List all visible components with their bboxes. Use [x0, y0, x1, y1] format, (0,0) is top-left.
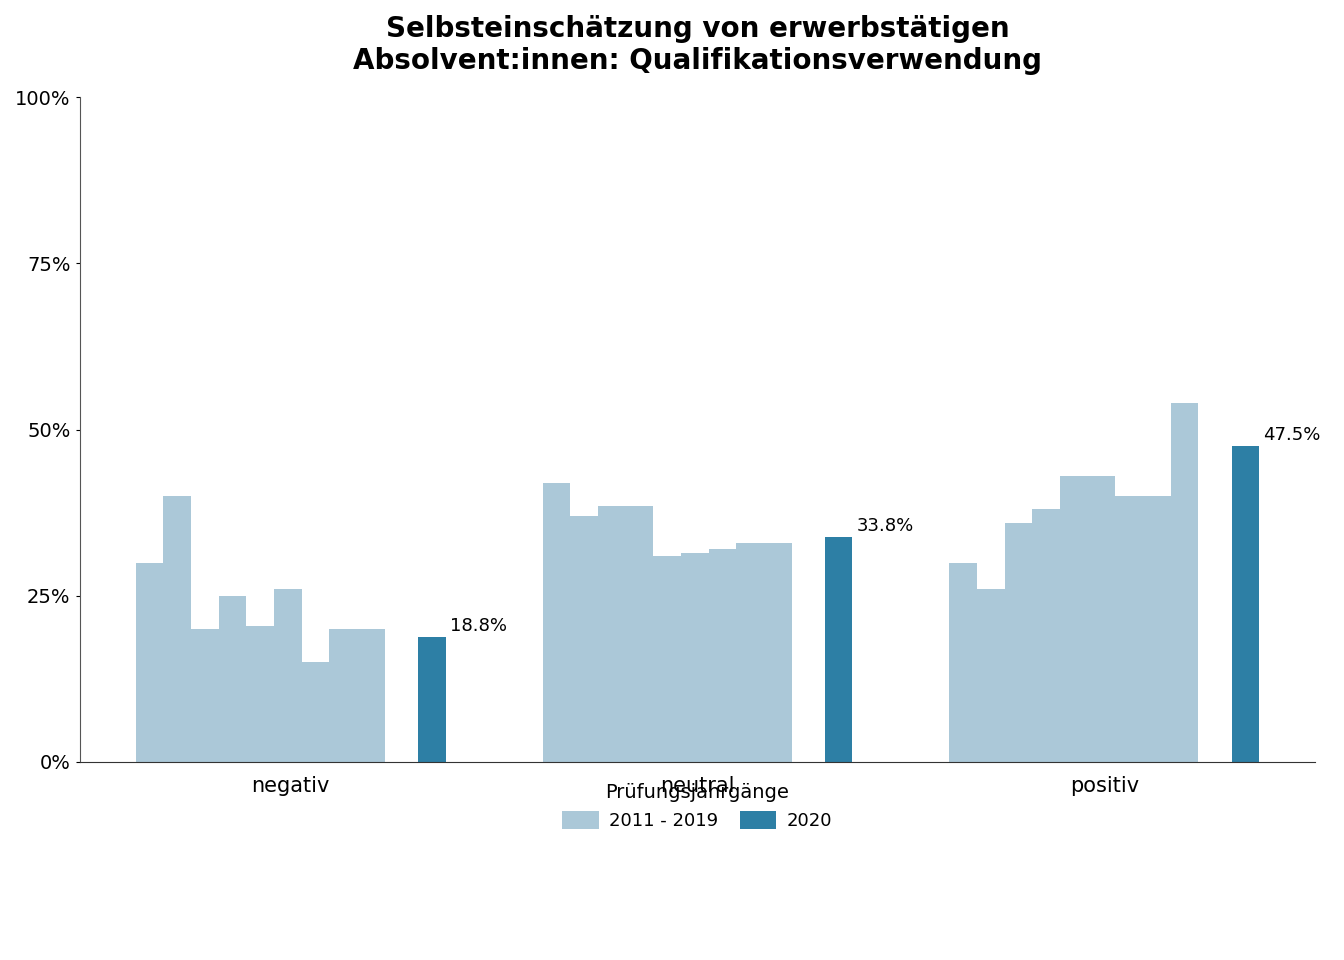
Bar: [1142, 496, 1171, 762]
Bar: [625, 506, 653, 762]
Bar: [825, 538, 852, 762]
Bar: [164, 496, 191, 762]
Bar: [302, 662, 329, 762]
Bar: [570, 516, 598, 762]
Bar: [949, 563, 977, 762]
Bar: [1005, 522, 1032, 762]
Bar: [418, 636, 446, 762]
Bar: [329, 629, 358, 762]
Bar: [598, 506, 625, 762]
Bar: [1231, 446, 1259, 762]
Bar: [977, 589, 1005, 762]
Bar: [274, 589, 302, 762]
Bar: [543, 483, 570, 762]
Bar: [737, 542, 763, 762]
Bar: [1060, 476, 1087, 762]
Bar: [136, 563, 164, 762]
Title: Selbsteinschätzung von erwerbstätigen
Absolvent:innen: Qualifikationsverwendung: Selbsteinschätzung von erwerbstätigen Ab…: [353, 15, 1042, 76]
Bar: [219, 596, 246, 762]
Bar: [1116, 496, 1142, 762]
Bar: [1171, 403, 1199, 762]
Bar: [191, 629, 219, 762]
Bar: [763, 542, 792, 762]
Text: 18.8%: 18.8%: [450, 617, 507, 635]
Bar: [246, 626, 274, 762]
Bar: [708, 549, 737, 762]
Text: 33.8%: 33.8%: [856, 517, 914, 536]
Bar: [653, 556, 681, 762]
Bar: [1087, 476, 1116, 762]
Bar: [358, 629, 384, 762]
Bar: [681, 553, 708, 762]
Bar: [1032, 510, 1060, 762]
Legend: 2011 - 2019, 2020: 2011 - 2019, 2020: [554, 774, 841, 839]
Text: 47.5%: 47.5%: [1263, 426, 1321, 444]
